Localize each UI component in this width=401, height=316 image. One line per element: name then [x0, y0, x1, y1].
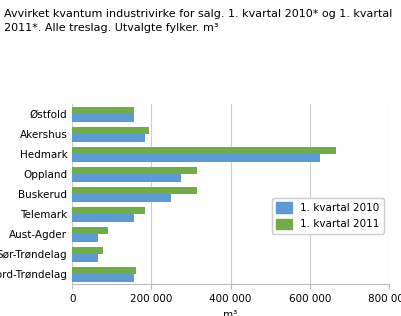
Bar [72, 207, 146, 214]
Bar [72, 134, 146, 142]
Bar [72, 267, 136, 274]
Bar [72, 107, 134, 114]
Bar [72, 127, 150, 134]
Bar [72, 214, 134, 222]
Bar [72, 247, 103, 254]
Bar [72, 114, 134, 122]
Bar [72, 174, 181, 182]
Bar [72, 234, 98, 242]
Bar [72, 194, 171, 202]
Bar [72, 254, 98, 262]
Bar [72, 154, 320, 162]
Bar [72, 147, 336, 154]
Bar [72, 274, 134, 282]
Bar [72, 227, 108, 234]
Text: Avvirket kvantum industrivirke for salg. 1. kvartal 2010* og 1. kvartal
2011*. A: Avvirket kvantum industrivirke for salg.… [4, 9, 393, 33]
X-axis label: m³: m³ [223, 310, 238, 316]
Bar [72, 187, 197, 194]
Legend: 1. kvartal 2010, 1. kvartal 2011: 1. kvartal 2010, 1. kvartal 2011 [272, 198, 384, 234]
Bar [72, 167, 197, 174]
